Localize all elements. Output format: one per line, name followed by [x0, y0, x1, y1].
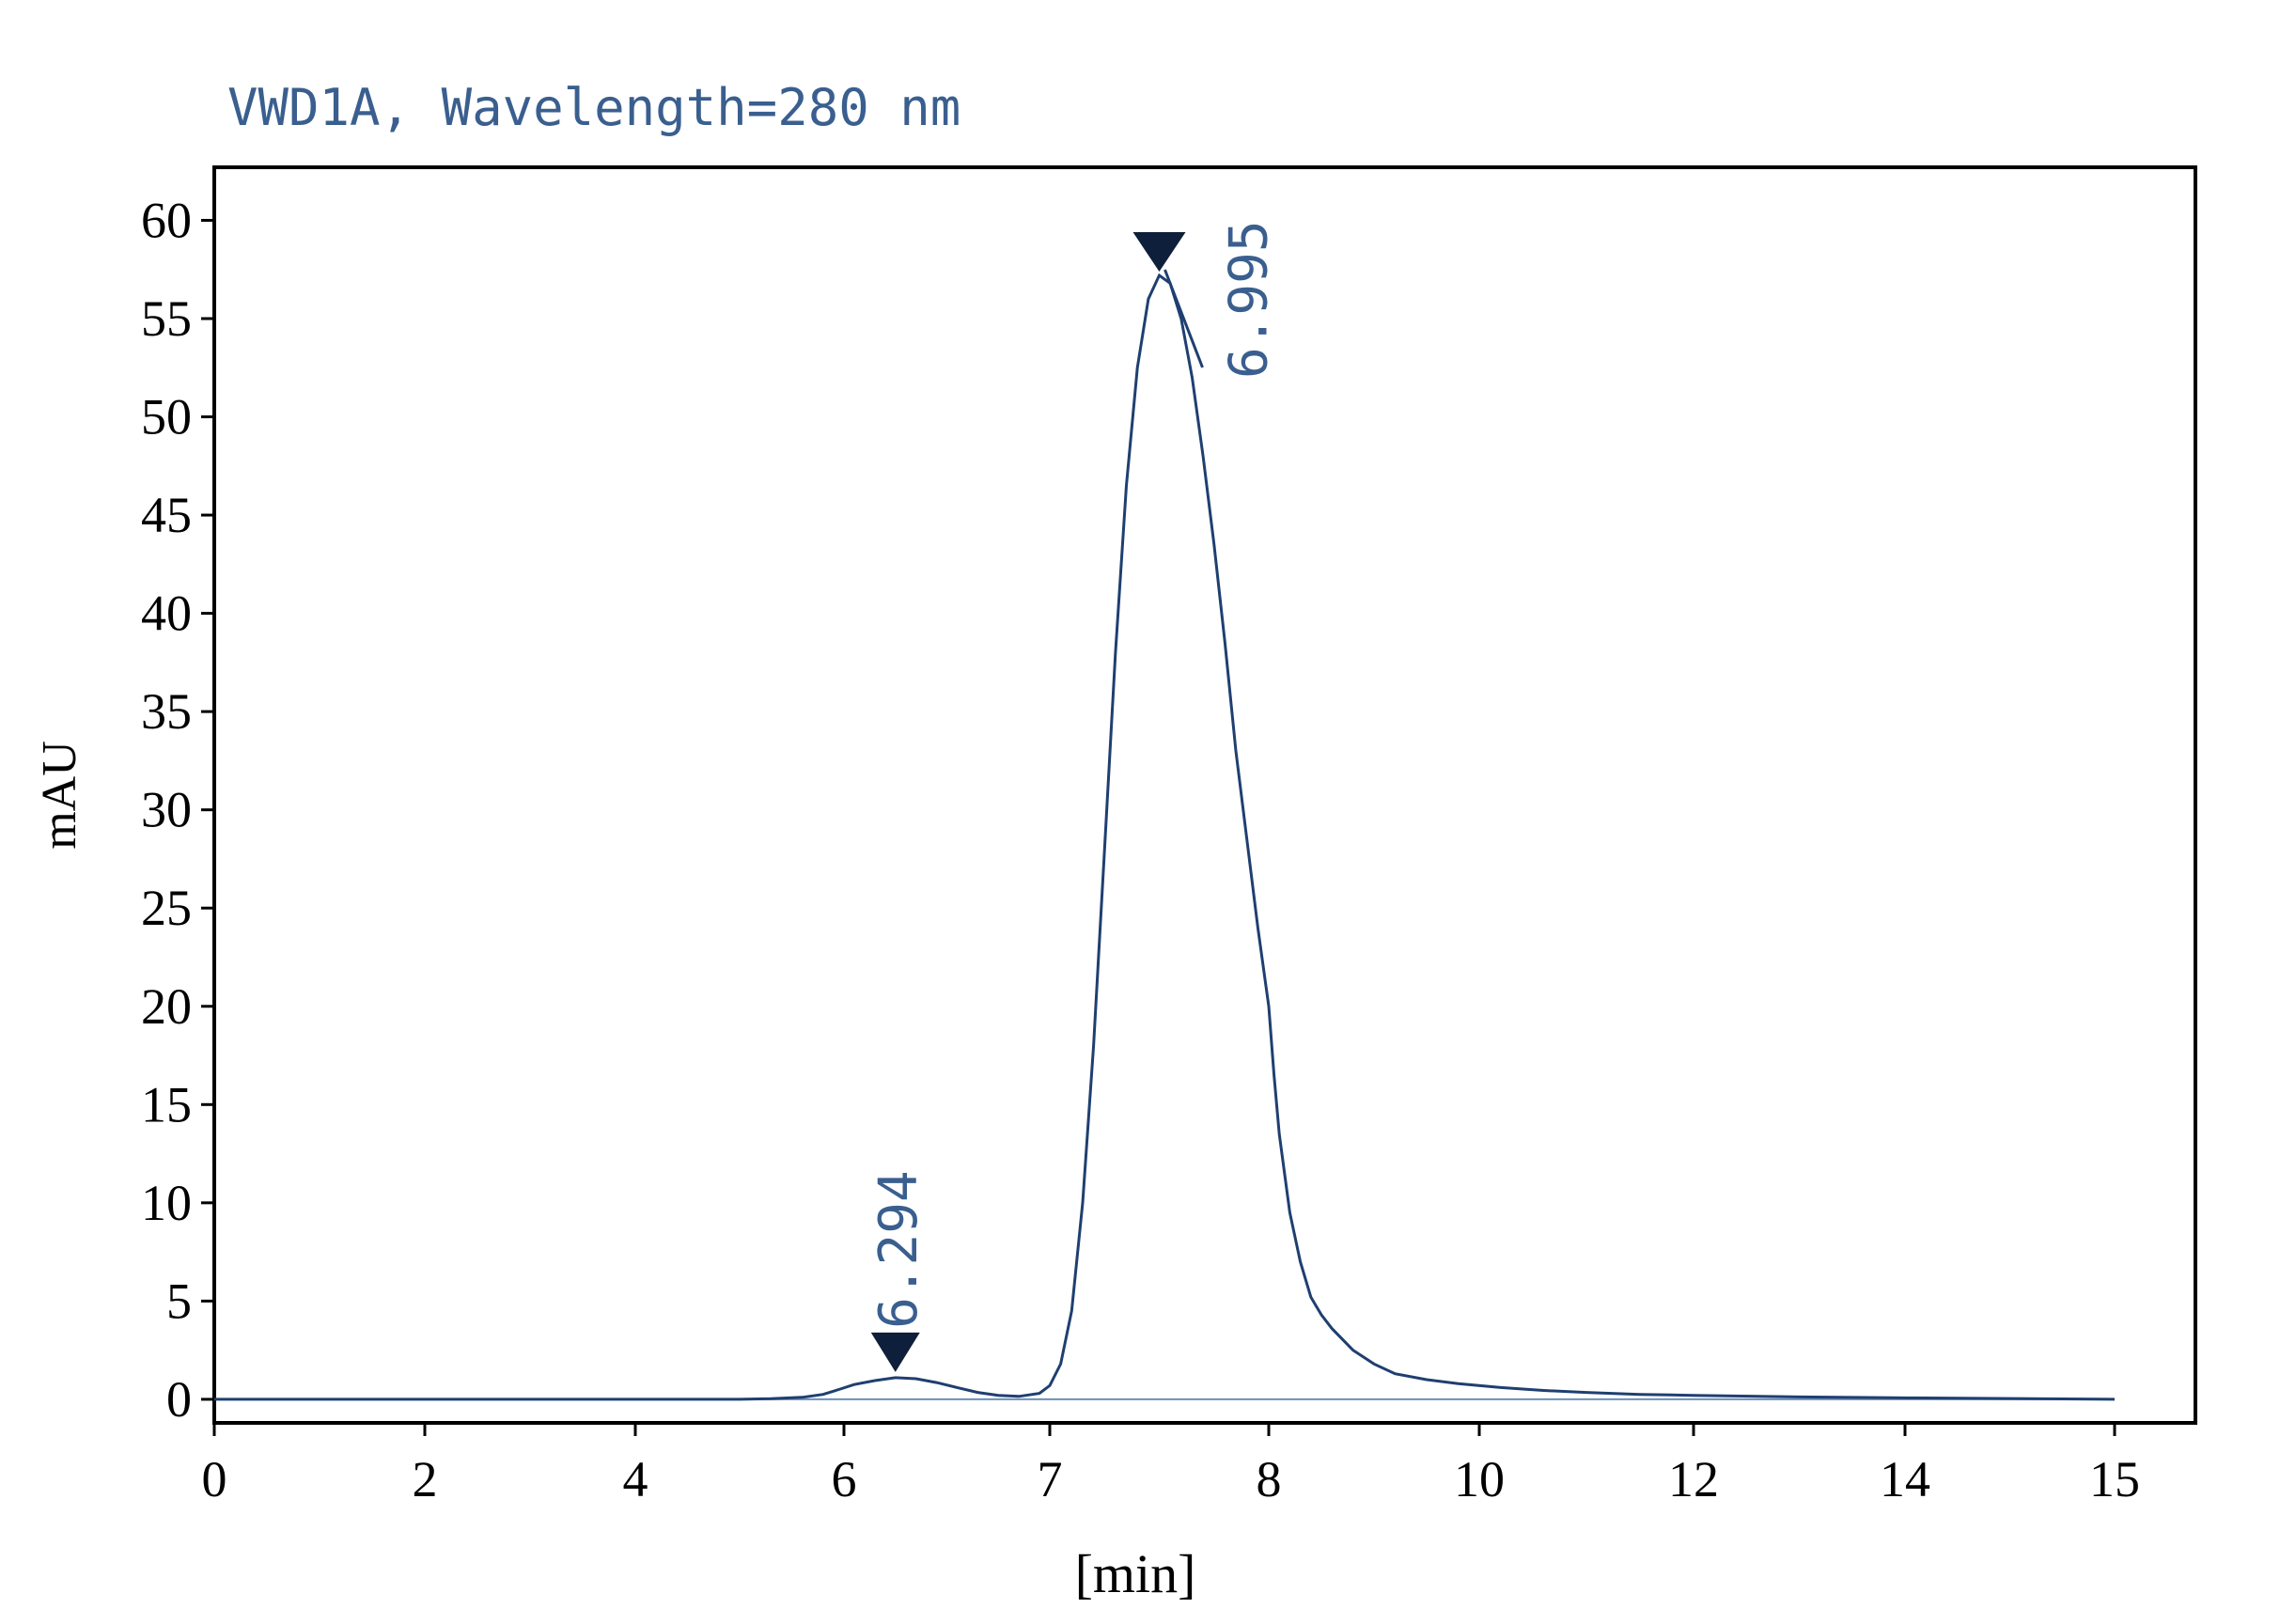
- x-tick-label: 15: [2089, 1451, 2140, 1507]
- y-tick-label: 10: [141, 1175, 192, 1231]
- y-tick-label: 30: [141, 782, 192, 838]
- x-axis-label: [min]: [1075, 1543, 1196, 1604]
- peak-annotations: 6.294 6.995: [868, 220, 1280, 1372]
- y-tick-label: 60: [141, 192, 192, 248]
- y-tick-label: 15: [141, 1076, 192, 1132]
- plot-frame: [212, 165, 2197, 1425]
- y-tick-label: 50: [141, 389, 192, 445]
- y-tick-label: 35: [141, 683, 192, 740]
- peak-tangent-line: [1163, 269, 1204, 368]
- y-axis-label: mAU: [33, 741, 86, 850]
- x-tick-label: 6: [832, 1451, 857, 1507]
- y-tick-label: 55: [141, 290, 192, 347]
- y-tick-label: 20: [141, 978, 192, 1035]
- peak-marker-icon: [870, 1332, 920, 1372]
- y-tick-label: 0: [166, 1371, 192, 1428]
- x-tick-label: 2: [413, 1451, 438, 1507]
- x-tick-label: 4: [623, 1451, 648, 1507]
- peak-label: 6.294: [868, 1170, 929, 1329]
- x-axis: 0 2 4 6 7 8 10 12 14 15: [202, 1423, 2140, 1507]
- peak-marker-icon: [1132, 231, 1186, 272]
- x-tick-label: 12: [1668, 1451, 1719, 1507]
- x-tick-label: 10: [1454, 1451, 1505, 1507]
- x-tick-label: 0: [202, 1451, 227, 1507]
- chromatogram-trace: [214, 273, 2116, 1401]
- y-tick-label: 25: [141, 880, 192, 936]
- x-tick-label: 7: [1038, 1451, 1063, 1507]
- chart-title: VWD1A, Wavelength=280 nm: [227, 78, 960, 137]
- peak-label: 6.995: [1219, 220, 1280, 379]
- y-tick-label: 40: [141, 586, 192, 642]
- x-tick-label: 8: [1257, 1451, 1282, 1507]
- y-tick-label: 45: [141, 487, 192, 543]
- y-tick-label: 5: [166, 1273, 192, 1329]
- y-axis: 0 5 10 15 20 25 30 35 40 45 50 55 60: [141, 192, 214, 1428]
- x-tick-label: 14: [1880, 1451, 1930, 1507]
